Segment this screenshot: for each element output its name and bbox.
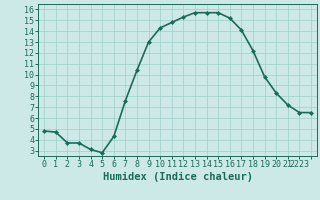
X-axis label: Humidex (Indice chaleur): Humidex (Indice chaleur) xyxy=(103,172,252,182)
